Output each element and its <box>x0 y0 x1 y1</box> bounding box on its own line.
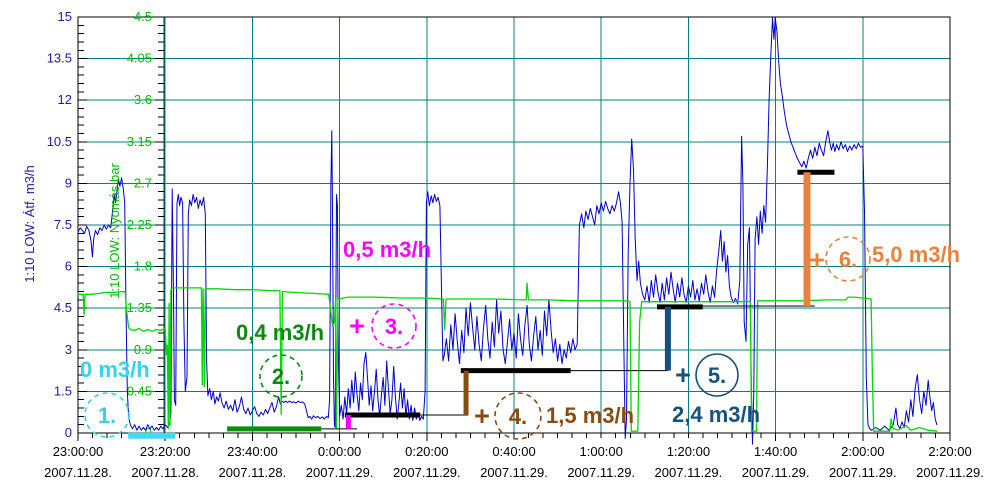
step-number-circle <box>825 236 871 282</box>
flow-rate-label: 1,5 m3/h <box>546 403 634 428</box>
x-tick-date: 2007.11.29. <box>393 465 461 480</box>
x-tick-date: 2007.11.29. <box>480 465 548 480</box>
y-right-tick-label: 4.5 <box>134 9 152 24</box>
y-left-tick-label: 6 <box>65 259 72 274</box>
plus-sign: + <box>474 401 490 431</box>
y-right-tick-label: 3.6 <box>134 92 152 107</box>
flow-rate-label: 0 m3/h <box>80 357 150 382</box>
y-right-tick-label: 2.7 <box>134 175 152 190</box>
y-right-tick-label: 3.15 <box>127 134 152 149</box>
y-left-tick-label: 15 <box>58 9 72 24</box>
plus-sign: + <box>675 360 691 390</box>
x-tick-time: 23:20:00 <box>140 444 191 459</box>
x-tick-time: 2:20:00 <box>928 444 971 459</box>
step-number: 5. <box>708 363 726 388</box>
y-left-tick-label: 1.5 <box>54 383 72 398</box>
step-number-circle <box>494 392 542 440</box>
flow-rate-label: 0,5 m3/h <box>343 237 431 262</box>
y-left-tick-label: 7.5 <box>54 217 72 232</box>
gridlines <box>78 17 950 433</box>
step-number: 6. <box>839 247 857 272</box>
y-left-axis-title: 1:10 LOW: Átf. m3/h <box>22 165 37 283</box>
y-left-tick-label: 13.5 <box>47 51 72 66</box>
x-tick-date: 2007.11.29. <box>655 465 723 480</box>
x-tick-date: 2007.11.28. <box>131 465 199 480</box>
step-number-circle <box>695 353 739 397</box>
annotation-5: +5. 2,4 m3/h <box>672 353 760 427</box>
pressure-series-line <box>77 282 938 432</box>
x-tick-date: 2007.11.29. <box>916 465 984 480</box>
x-tick-date: 2007.11.29. <box>567 465 635 480</box>
y-left-tick-label: 4.5 <box>54 300 72 315</box>
step-levels <box>128 169 835 439</box>
y-right-tick-label: 0 <box>145 425 152 440</box>
y-right-tick-label: 1.8 <box>134 259 152 274</box>
y-left-tick-label: 0 <box>65 425 72 440</box>
x-tick-date: 2007.11.29. <box>306 465 374 480</box>
x-tick-time: 1:40:00 <box>754 444 797 459</box>
step-number: 1. <box>98 403 116 428</box>
flow-rate-label: 5,0 m3/h <box>872 242 960 267</box>
step-number: 4. <box>509 404 527 429</box>
x-tick-time: 0:20:00 <box>405 444 448 459</box>
y-left-tick-label: 12 <box>58 92 72 107</box>
x-tick-time: 0:40:00 <box>492 444 535 459</box>
y-right-tick-label: 0.9 <box>134 342 152 357</box>
y-right-axis-title: 1:10 LOW: Nyomás bar <box>107 163 122 299</box>
flow-rate-label: 2,4 m3/h <box>672 402 760 427</box>
step-number: 2. <box>272 364 290 389</box>
annotation-6: +6. 5,0 m3/h <box>809 236 960 282</box>
plus-sign: + <box>349 311 365 341</box>
x-tick-date: 2007.11.29. <box>742 465 810 480</box>
y-left-tick-label: 3 <box>65 342 72 357</box>
x-tick-time: 23:00:00 <box>53 444 104 459</box>
x-tick-date: 2007.11.29. <box>829 465 897 480</box>
annotation-3: +3. 0,5 m3/h <box>343 237 431 349</box>
y-left-axis: 15 13.5 12 10.5 9 7.5 6 4.5 3 1.5 0 <box>47 9 87 440</box>
x-tick-time: 1:20:00 <box>667 444 710 459</box>
x-tick-time: 1:00:00 <box>580 444 623 459</box>
annotation-1: 1. 0 m3/h <box>80 357 150 438</box>
x-tick-time: 0:00:00 <box>318 444 361 459</box>
step-connectors <box>321 305 815 430</box>
step-number: 3. <box>385 314 403 339</box>
x-tick-time: 2:00:00 <box>841 444 884 459</box>
y-left-tick-label: 9 <box>65 175 72 190</box>
jump-bars <box>345 172 811 429</box>
y-left-tick-label: 10.5 <box>47 134 72 149</box>
y-right-tick-label: 4.05 <box>127 51 152 66</box>
x-tick-date: 2007.11.28. <box>44 465 112 480</box>
y-right-inner-axis: 4.5 4.05 3.6 3.15 2.7 2.25 1.8 1.35 0.9 0.45 0 <box>127 9 165 440</box>
step-number-circle <box>259 354 303 398</box>
x-axis: 23:00:00 2007.11.28. 23:20:00 2007.11.28. 23… <box>44 433 984 480</box>
plus-sign: + <box>809 245 825 275</box>
step-number-circle <box>371 303 417 349</box>
flow-rate-label: 0,4 m3/h <box>236 320 324 345</box>
y-right-tick-label: 2.25 <box>127 217 152 232</box>
annotation-2: 2. 0,4 m3/h <box>236 320 324 398</box>
annotation-4: +4. 1,5 m3/h <box>474 392 634 440</box>
y-right-tick-label: 1.35 <box>127 300 152 315</box>
y-right-tick-label: 0.45 <box>127 383 152 398</box>
x-tick-date: 2007.11.28. <box>219 465 287 480</box>
step-number-circle <box>84 392 130 438</box>
x-tick-time: 23:40:00 <box>227 444 278 459</box>
flow-series-line <box>77 17 938 445</box>
